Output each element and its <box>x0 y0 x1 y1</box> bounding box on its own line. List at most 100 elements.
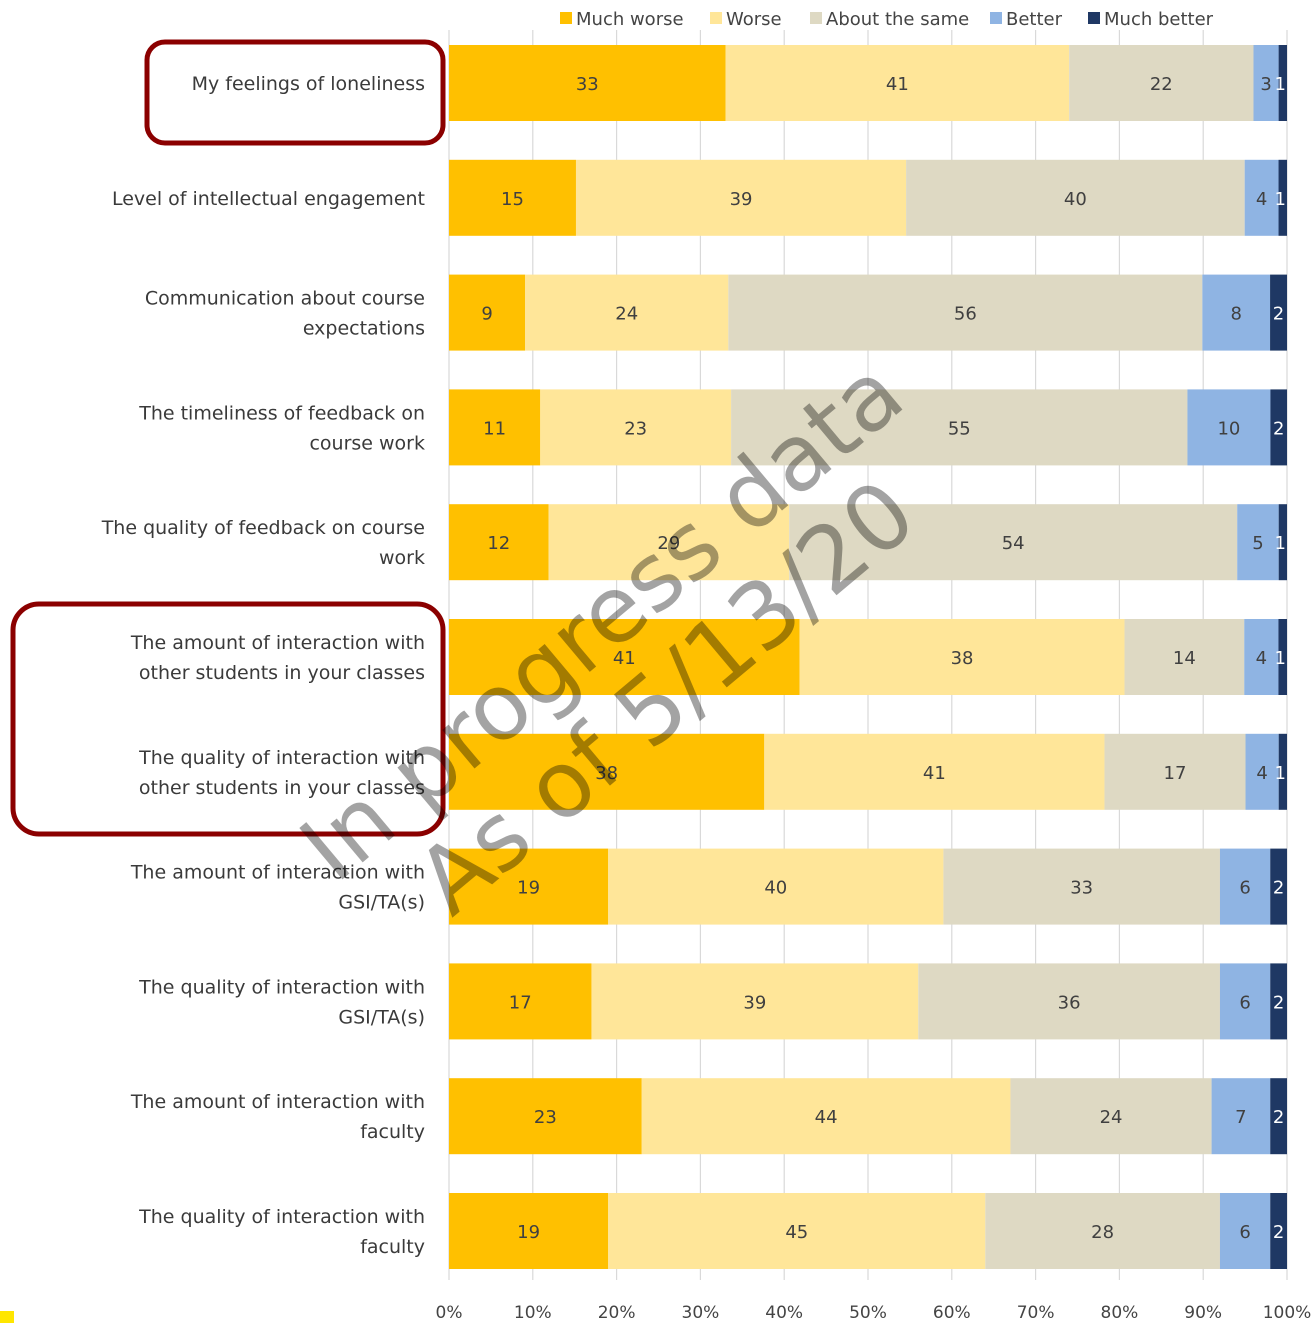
bar-segment <box>1278 733 1287 810</box>
category-label: Level of intellectual engagement <box>112 188 425 210</box>
data-label: 38 <box>951 648 974 669</box>
bar-segment <box>449 619 800 695</box>
legend-label: Better <box>1006 9 1063 30</box>
data-label: 5 <box>1252 533 1263 554</box>
category-label: The timeliness of feedback on course work <box>138 402 425 454</box>
data-label: 14 <box>1173 648 1196 669</box>
data-label: 2 <box>1273 878 1284 899</box>
bar-segment <box>1244 159 1279 236</box>
bar-row: 9 24 56 8 2 <box>449 274 1287 351</box>
data-label: 17 <box>1164 763 1187 784</box>
data-label: 55 <box>948 418 971 439</box>
bar-segment <box>449 963 592 1040</box>
bar-segment <box>985 1193 1220 1269</box>
data-label: 44 <box>815 1107 838 1128</box>
legend-swatch <box>1088 12 1100 24</box>
bar-row: 19 45 28 6 2 <box>449 1193 1287 1269</box>
data-label: 56 <box>954 304 977 325</box>
legend-label: About the same <box>826 9 969 30</box>
bar-segment <box>799 619 1125 695</box>
category-label: The quality of interaction with other stu… <box>138 747 425 799</box>
category-label: The quality of interaction with GSI/TA(s) <box>138 976 425 1028</box>
bar-segment <box>449 389 541 466</box>
bar-segment <box>728 274 1203 351</box>
bar-segment <box>525 274 729 351</box>
bar-segment <box>1270 963 1287 1040</box>
bar-segment <box>1104 733 1246 810</box>
bar-segment <box>1124 619 1245 695</box>
bar-segment <box>449 504 549 581</box>
bar-segment <box>943 848 1220 925</box>
bar-row: 38 41 17 4 1 <box>449 733 1287 810</box>
data-label: 23 <box>534 1107 557 1128</box>
bar-segment <box>591 963 919 1040</box>
category-label: Communication about course expectations <box>145 288 425 340</box>
bar-segment <box>764 733 1105 810</box>
data-label: 40 <box>764 878 787 899</box>
bar-segment <box>1010 1078 1212 1155</box>
bars: 33 41 22 3 115 39 40 4 19 24 56 8 211 23 55 10 212 29 54 5 1… <box>449 45 1287 1269</box>
bar-row: 19 40 33 6 2 <box>449 848 1287 925</box>
data-label: 24 <box>1100 1107 1123 1128</box>
x-tick-label: 50% <box>849 1303 887 1323</box>
data-label: 1 <box>1275 74 1286 95</box>
bar-segment <box>449 848 609 925</box>
legend-swatch <box>810 12 822 24</box>
bar-segment <box>1270 274 1287 351</box>
data-label: 19 <box>517 878 540 899</box>
category-label: The amount of interaction with other stud… <box>130 632 425 684</box>
bar-segment <box>449 733 765 810</box>
x-tick-label: 30% <box>682 1303 720 1323</box>
bar-segment <box>906 159 1245 236</box>
data-label: 24 <box>615 304 638 325</box>
data-label: 4 <box>1256 189 1267 210</box>
data-label: 38 <box>595 763 618 784</box>
data-label: 1 <box>1275 763 1286 784</box>
highlight-boxes <box>10 39 446 837</box>
category-labels: My feelings of loneliness Level of intell… <box>101 73 425 1258</box>
data-label: 54 <box>1002 533 1025 554</box>
bar-row: 41 38 14 4 1 <box>449 619 1287 695</box>
data-label: 28 <box>1091 1222 1114 1243</box>
x-tick-label: 60% <box>933 1303 971 1323</box>
data-label: 2 <box>1273 418 1284 439</box>
data-label: 7 <box>1235 1107 1246 1128</box>
category-label: The amount of interaction with faculty <box>130 1091 425 1143</box>
legend-swatch <box>990 12 1002 24</box>
bar-row: 12 29 54 5 1 <box>449 504 1287 581</box>
x-tick-label: 10% <box>514 1303 552 1323</box>
x-tick-label: 40% <box>765 1303 803 1323</box>
legend-swatch <box>710 12 722 24</box>
data-label: 33 <box>576 74 599 95</box>
data-label: 41 <box>923 763 946 784</box>
bar-segment <box>1278 159 1287 236</box>
bar-segment <box>548 504 790 581</box>
data-label: 9 <box>481 304 492 325</box>
data-label: 6 <box>1239 992 1250 1013</box>
x-tick-label: 70% <box>1017 1303 1055 1323</box>
data-label: 2 <box>1273 1222 1284 1243</box>
bar-row: 23 44 24 7 2 <box>449 1078 1287 1155</box>
category-label: The amount of interaction with GSI/TA(s) <box>130 862 425 914</box>
x-tick-label: 90% <box>1184 1303 1222 1323</box>
bar-segment <box>1187 389 1271 466</box>
corner-marker <box>0 1311 14 1323</box>
bar-segment <box>1219 963 1271 1040</box>
bar-segment <box>1244 619 1279 695</box>
data-label: 45 <box>785 1222 808 1243</box>
bar-row: 17 39 36 6 2 <box>449 963 1287 1040</box>
bar-segment <box>1278 619 1287 695</box>
bar-segment <box>449 1078 642 1155</box>
category-label: My feelings of loneliness <box>192 73 425 95</box>
data-label: 41 <box>613 648 636 669</box>
bar-segment <box>449 159 576 236</box>
bar-row: 15 39 40 4 1 <box>449 159 1287 236</box>
bar-segment <box>1278 504 1287 581</box>
data-label: 2 <box>1273 1107 1284 1128</box>
data-label: 36 <box>1058 992 1081 1013</box>
data-label: 2 <box>1273 304 1284 325</box>
data-label: 41 <box>886 74 909 95</box>
x-tick-label: 20% <box>598 1303 636 1323</box>
category-label: The quality of feedback on course work <box>101 517 425 569</box>
data-label: 33 <box>1070 878 1093 899</box>
